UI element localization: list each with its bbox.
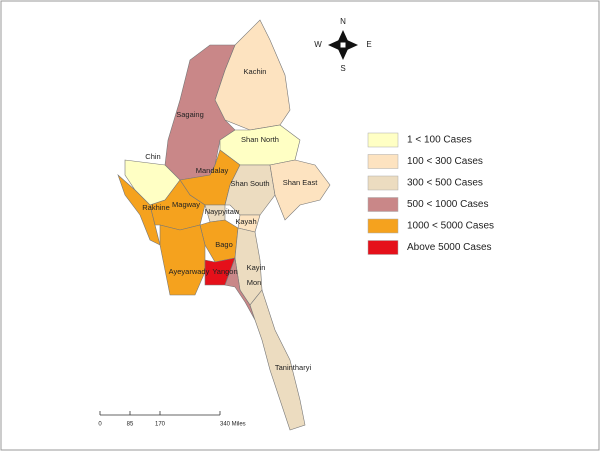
legend-label: Above 5000 Cases [407, 242, 492, 253]
region [224, 256, 256, 321]
legend-swatch [367, 197, 399, 212]
region-label: Sagaing [176, 110, 204, 119]
legend-label: 1 < 100 Cases [407, 135, 472, 146]
region-label: Kayin [247, 263, 266, 272]
scale-label: 0 [98, 422, 102, 428]
compass-n: N [340, 17, 346, 26]
region-label: Kachin [244, 67, 267, 76]
region [149, 179, 206, 231]
compass: N S E W [314, 17, 371, 73]
legend-swatch [367, 175, 399, 191]
region-label: Chin [145, 152, 160, 161]
scale-label: 340 Miles [220, 422, 246, 428]
region-label: Shan South [230, 179, 269, 188]
region-label: Naypyitaw [205, 207, 240, 216]
region-label: Yangon [212, 267, 237, 276]
scale-label: 170 [155, 422, 166, 428]
region-label: Shan North [241, 135, 279, 144]
region-label: Mandalay [196, 166, 229, 175]
legend-label: 1000 < 5000 Cases [407, 221, 494, 232]
region-label: Magway [172, 200, 200, 209]
compass-s: S [340, 64, 345, 73]
legend-swatch [367, 218, 399, 234]
region-label: Mon [247, 278, 262, 287]
region-label: Tanintharyi [275, 363, 312, 372]
region-label: Ayeyarwady [169, 267, 210, 276]
region-label: Rakhine [142, 203, 170, 212]
scale-label: 85 [127, 422, 134, 428]
legend-label: 300 < 500 Cases [407, 178, 483, 189]
legend-swatch [367, 132, 399, 148]
region-label: Kayah [235, 217, 256, 226]
compass-w: W [314, 40, 322, 49]
legend-swatch [367, 240, 399, 255]
region [159, 224, 206, 296]
region-label: Bago [215, 240, 233, 249]
compass-e: E [366, 40, 371, 49]
legend-label: 100 < 300 Cases [407, 156, 483, 167]
region [269, 159, 331, 221]
region [249, 289, 306, 431]
legend-label: 500 < 1000 Cases [407, 199, 488, 210]
region-label: Shan East [283, 178, 319, 187]
legend-swatch [367, 154, 399, 169]
